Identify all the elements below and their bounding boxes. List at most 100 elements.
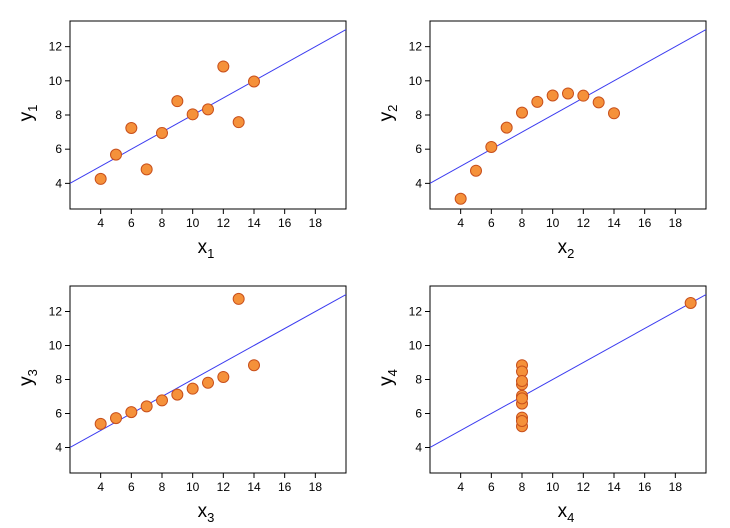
data-point <box>156 126 168 139</box>
data-point <box>592 96 605 109</box>
y-tick-label: 12 <box>49 40 63 54</box>
data-point <box>562 87 574 100</box>
data-point <box>171 95 184 108</box>
data-point <box>186 382 199 395</box>
data-point <box>546 89 559 102</box>
x-tick-label: 4 <box>457 216 464 230</box>
x-tick-label: 6 <box>128 216 135 230</box>
x-tick-label: 10 <box>546 480 560 494</box>
x-tick-label: 4 <box>457 480 464 494</box>
data-point <box>516 414 528 427</box>
y-axis-label-main: y <box>16 376 37 386</box>
x-tick-label: 18 <box>309 216 323 230</box>
y-tick-label: 12 <box>49 305 63 319</box>
x-axis-label: x2 <box>558 237 575 261</box>
data-point <box>248 359 260 372</box>
x-tick-label: 12 <box>217 216 231 230</box>
x-axis-label: x1 <box>198 237 215 261</box>
x-tick-label: 16 <box>278 216 292 230</box>
x-tick-label: 16 <box>638 216 652 230</box>
regression-line <box>430 29 706 184</box>
plot-frame <box>429 285 707 474</box>
x-tick-label: 10 <box>186 216 200 230</box>
x-tick-label: 16 <box>278 480 292 494</box>
y-tick-label: 4 <box>415 441 422 455</box>
y-axis-label: y4 <box>376 369 400 386</box>
y-axis-label: y1 <box>16 105 40 122</box>
y-axis-label-subscript: 4 <box>385 369 400 376</box>
y-tick-label: 6 <box>415 142 422 156</box>
x-tick-label: 12 <box>577 216 591 230</box>
data-point <box>202 376 214 389</box>
data-point <box>186 108 199 121</box>
y-tick-label: 6 <box>415 407 422 421</box>
regression-line <box>430 294 706 448</box>
data-point <box>140 400 153 413</box>
x-tick-label: 18 <box>669 480 683 494</box>
x-tick-label: 10 <box>546 216 560 230</box>
x-tick-label: 18 <box>309 480 323 494</box>
data-point <box>232 116 245 129</box>
regression-line <box>70 294 346 448</box>
x-tick-label: 12 <box>217 480 231 494</box>
data-point <box>94 417 107 430</box>
x-tick-label: 12 <box>577 480 591 494</box>
x-tick-label: 18 <box>669 216 683 230</box>
x-tick-label: 4 <box>97 480 104 494</box>
x-axis-label-subscript: 1 <box>207 246 214 261</box>
y-tick-label: 8 <box>55 108 62 122</box>
x-tick-label: 8 <box>159 216 166 230</box>
data-point <box>608 107 620 120</box>
y-tick-label: 8 <box>415 373 422 387</box>
data-point <box>470 164 482 177</box>
x-axis-label-subscript: 4 <box>567 510 574 525</box>
y-tick-label: 4 <box>55 176 62 190</box>
y-tick-label: 8 <box>415 108 422 122</box>
y-axis-label: y2 <box>376 105 400 122</box>
y-axis-label-subscript: 1 <box>25 105 40 112</box>
data-point <box>516 106 528 119</box>
data-point <box>125 121 138 134</box>
y-tick-label: 6 <box>55 142 62 156</box>
data-point <box>516 392 528 405</box>
data-point <box>516 375 528 388</box>
x-axis-label-main: x <box>198 501 208 522</box>
data-point <box>577 89 590 102</box>
data-point <box>684 297 697 309</box>
x-axis-label-subscript: 3 <box>207 510 214 525</box>
data-point <box>171 388 184 401</box>
x-axis-label-main: x <box>558 501 568 522</box>
data-point <box>485 140 498 153</box>
y-axis-label-subscript: 3 <box>25 369 40 376</box>
y-tick-label: 12 <box>409 305 423 319</box>
x-tick-label: 14 <box>607 480 621 494</box>
y-axis-label-main: y <box>376 376 397 386</box>
x-tick-label: 8 <box>519 480 526 494</box>
x-tick-label: 6 <box>488 480 495 494</box>
data-point <box>156 394 168 407</box>
y-tick-label: 10 <box>49 74 63 88</box>
y-tick-label: 10 <box>49 339 63 353</box>
plot-frame <box>429 20 707 210</box>
x-tick-label: 14 <box>247 216 261 230</box>
y-axis-label-subscript: 2 <box>385 105 400 112</box>
data-point <box>454 192 467 205</box>
y-tick-label: 10 <box>409 339 423 353</box>
data-point <box>94 172 107 185</box>
x-tick-label: 4 <box>97 216 104 230</box>
x-tick-label: 6 <box>128 480 135 494</box>
y-axis-label-main: y <box>16 111 37 121</box>
x-axis-label-main: x <box>558 237 568 258</box>
x-tick-label: 8 <box>519 216 526 230</box>
y-axis-label-main: y <box>376 111 397 121</box>
data-point <box>217 60 230 73</box>
x-tick-label: 16 <box>638 480 652 494</box>
y-tick-label: 8 <box>55 373 62 387</box>
y-tick-label: 4 <box>55 441 62 455</box>
data-point <box>248 75 260 88</box>
data-point <box>232 292 245 305</box>
